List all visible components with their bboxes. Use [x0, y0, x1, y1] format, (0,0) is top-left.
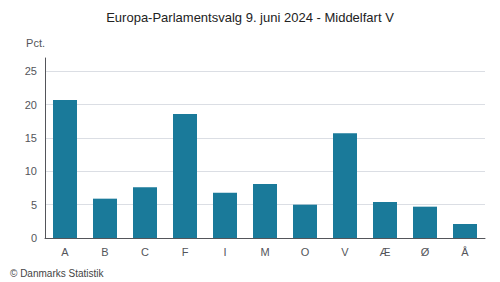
- svg-text:25: 25: [25, 65, 37, 77]
- svg-text:Pct.: Pct.: [26, 37, 45, 49]
- svg-text:10: 10: [25, 165, 37, 177]
- svg-text:Europa-Parlamentsvalg 9. juni: Europa-Parlamentsvalg 9. juni 2024 - Mid…: [106, 10, 394, 25]
- svg-text:A: A: [61, 246, 69, 258]
- svg-text:I: I: [223, 246, 226, 258]
- svg-text:B: B: [101, 246, 108, 258]
- svg-text:Æ: Æ: [380, 246, 391, 258]
- svg-text:Å: Å: [461, 246, 469, 258]
- svg-text:20: 20: [25, 99, 37, 111]
- svg-text:M: M: [260, 246, 269, 258]
- svg-text:0: 0: [31, 232, 37, 244]
- svg-text:F: F: [182, 246, 189, 258]
- svg-text:C: C: [141, 246, 149, 258]
- svg-text:© Danmarks Statistik: © Danmarks Statistik: [10, 268, 105, 279]
- svg-text:5: 5: [31, 199, 37, 211]
- svg-text:V: V: [341, 246, 349, 258]
- svg-text:O: O: [301, 246, 310, 258]
- svg-text:Ø: Ø: [421, 246, 430, 258]
- svg-text:15: 15: [25, 132, 37, 144]
